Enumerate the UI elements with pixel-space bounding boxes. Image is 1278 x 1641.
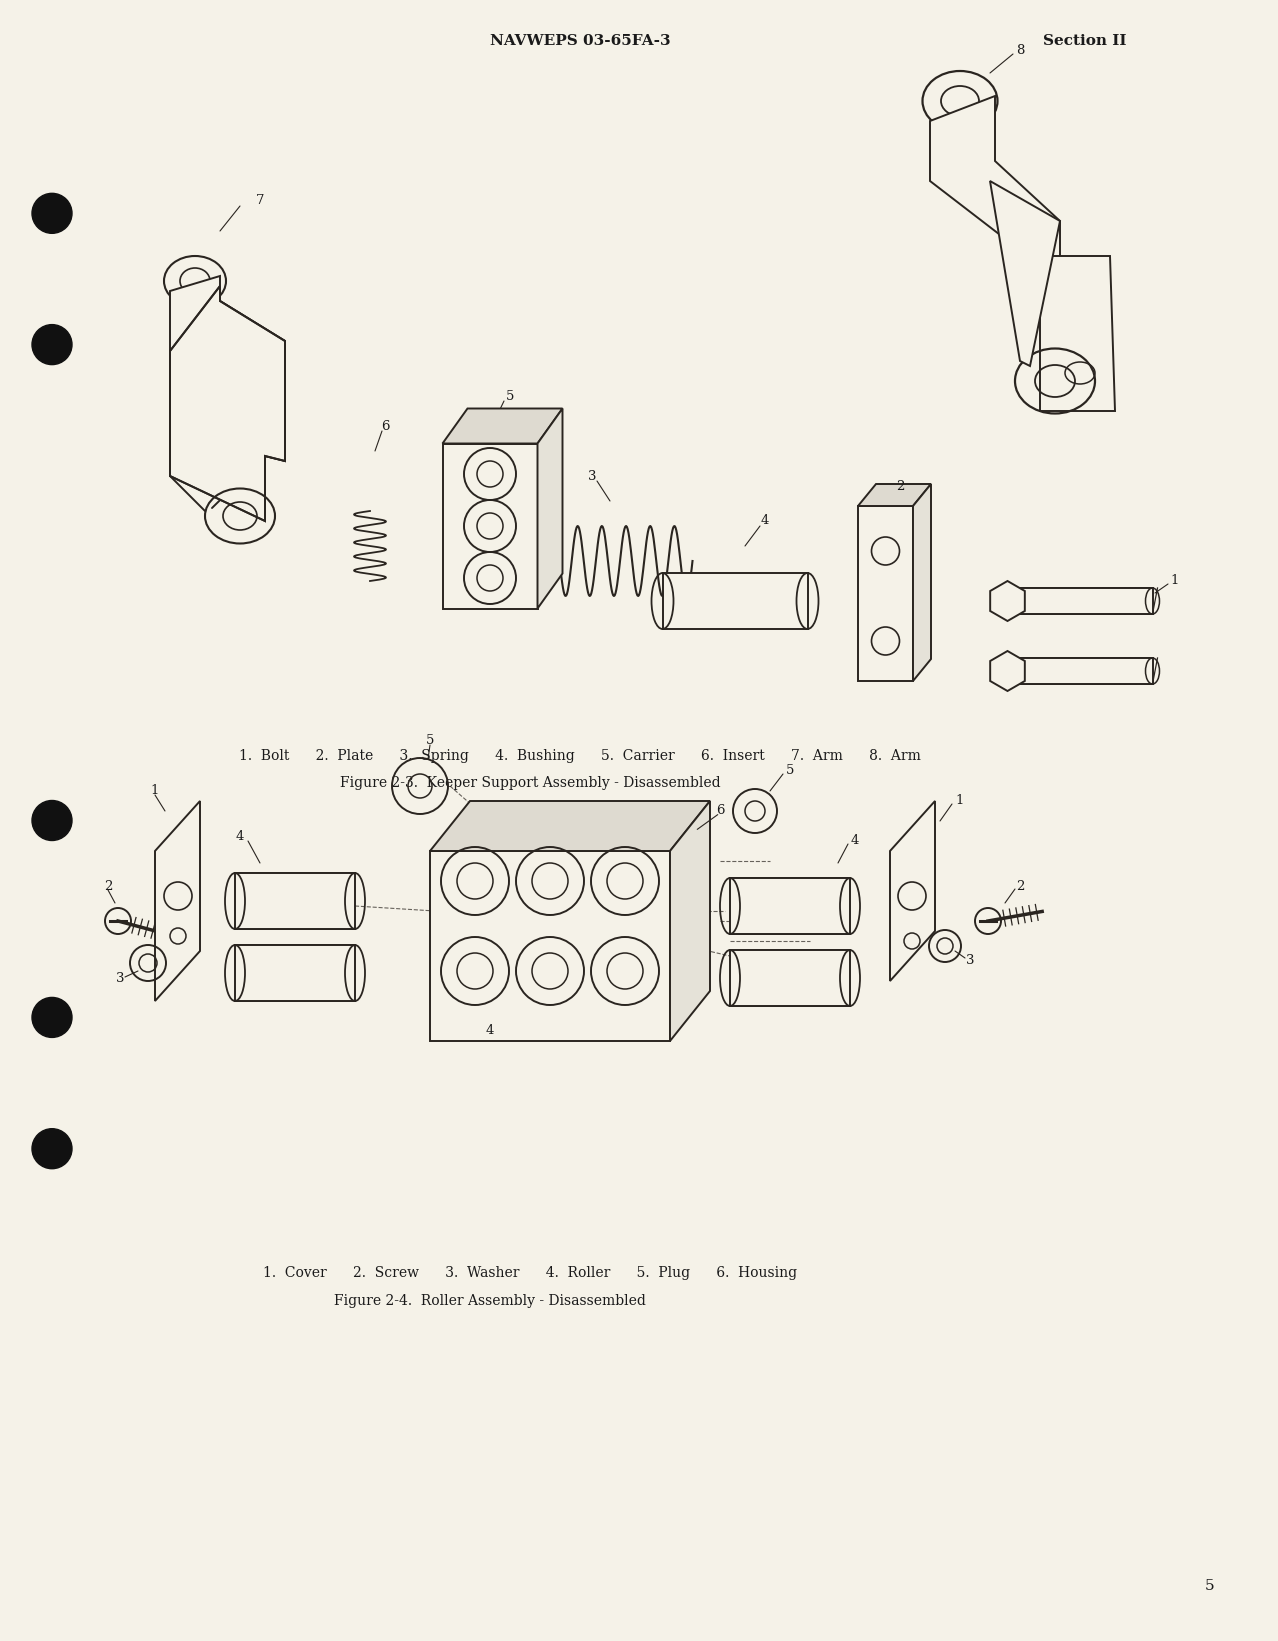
Polygon shape [538,409,562,609]
Bar [1007,658,1153,684]
Text: 2: 2 [1016,880,1024,893]
Polygon shape [670,801,711,1040]
Polygon shape [912,484,930,681]
Text: NAVWEPS 03-65FA-3: NAVWEPS 03-65FA-3 [489,34,671,48]
Circle shape [32,325,72,364]
Polygon shape [990,581,1025,620]
Polygon shape [442,443,538,609]
Polygon shape [170,276,285,400]
Text: 4: 4 [486,1024,495,1037]
Text: 5: 5 [506,389,514,402]
Polygon shape [265,336,285,461]
Text: 6: 6 [381,420,390,433]
Text: 3: 3 [966,955,974,968]
Text: 2: 2 [104,880,112,893]
Circle shape [32,801,72,840]
Polygon shape [990,651,1025,691]
Polygon shape [442,409,562,443]
Text: 1: 1 [151,784,160,798]
Bar [730,950,850,1006]
Text: 1: 1 [1171,574,1180,587]
Text: 5: 5 [1205,1579,1215,1593]
Circle shape [32,998,72,1037]
Polygon shape [990,181,1059,366]
Text: 1.  Cover      2.  Screw      3.  Washer      4.  Roller      5.  Plug      6.  : 1. Cover 2. Screw 3. Washer 4. Roller 5.… [263,1265,797,1280]
Circle shape [32,194,72,233]
Polygon shape [889,801,935,981]
Text: 1: 1 [956,794,964,807]
Polygon shape [155,801,199,1001]
Text: 3: 3 [116,973,124,986]
Text: 4: 4 [851,835,859,847]
Text: 4: 4 [760,515,769,527]
Text: 5: 5 [786,765,794,778]
Polygon shape [1040,256,1114,410]
Polygon shape [930,97,1059,281]
Text: Section II: Section II [1043,34,1127,48]
Text: 4: 4 [236,829,244,842]
Polygon shape [858,484,930,505]
Text: 3: 3 [588,469,597,482]
Polygon shape [429,801,711,852]
Bar [858,505,912,681]
Text: 2: 2 [896,479,905,492]
Text: 6: 6 [716,804,725,817]
Circle shape [32,1129,72,1168]
Bar [235,873,355,929]
Text: Figure 2-4.  Roller Assembly - Disassembled: Figure 2-4. Roller Assembly - Disassembl… [334,1295,645,1308]
Polygon shape [429,852,670,1040]
Bar [235,945,355,1001]
Bar [730,878,850,934]
Bar [662,573,808,629]
Polygon shape [170,286,285,520]
Text: 7: 7 [256,195,265,207]
Text: Figure 2-3.  Keeper Support Assembly - Disassembled: Figure 2-3. Keeper Support Assembly - Di… [340,776,721,789]
Bar [1007,587,1153,614]
Text: 8: 8 [1016,44,1024,57]
Text: 1.  Bolt      2.  Plate      3.  Spring      4.  Bushing      5.  Carrier      6: 1. Bolt 2. Plate 3. Spring 4. Bushing 5.… [239,748,921,763]
Text: 5: 5 [426,735,435,748]
